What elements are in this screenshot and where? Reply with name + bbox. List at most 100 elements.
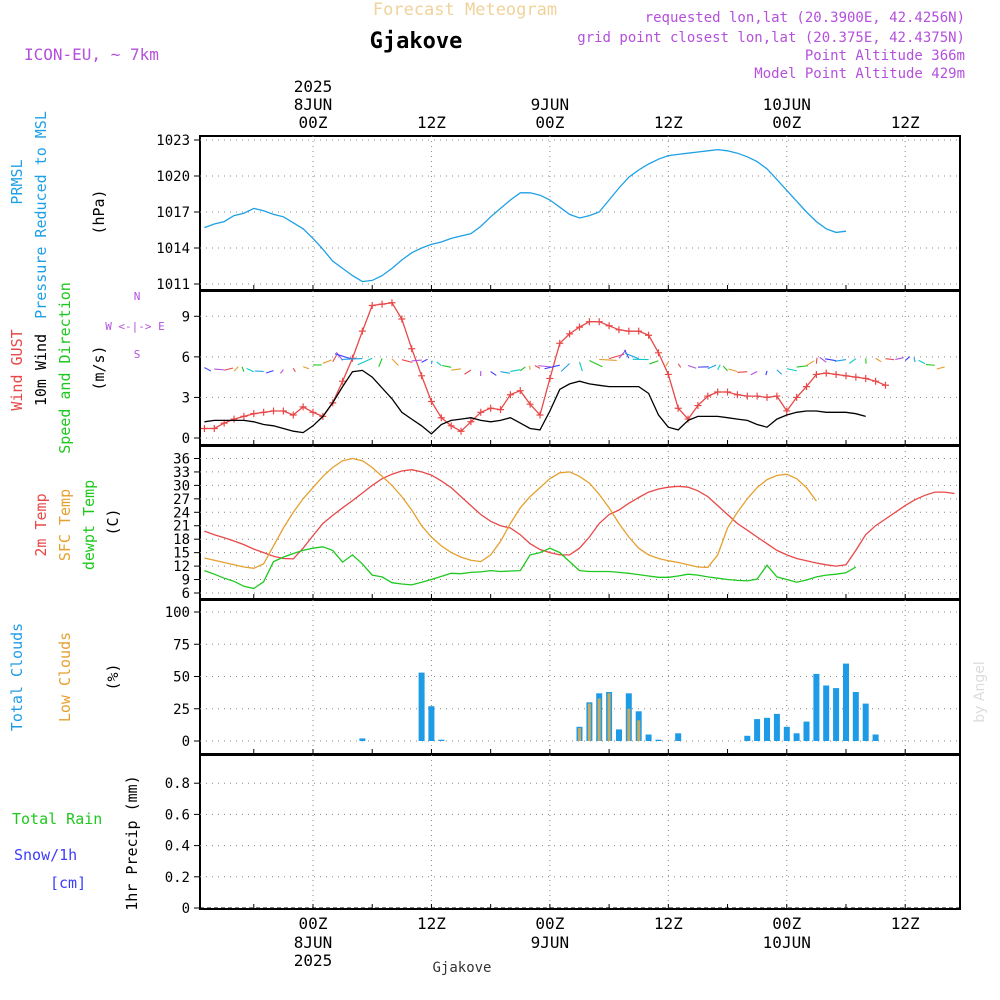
wind-arrow	[464, 369, 472, 375]
bar-total-clouds	[843, 663, 849, 741]
watermark: by Angel	[972, 661, 988, 722]
bar-total-clouds	[754, 719, 761, 741]
temp-2m-label: 2m Temp	[32, 493, 50, 556]
precip-unit-label: 1hr Precip (mm)	[123, 775, 141, 910]
gust-marker	[339, 377, 347, 385]
gust-marker	[279, 407, 287, 415]
y-tick-label: 0	[182, 431, 190, 447]
wind-arrow	[618, 349, 627, 359]
y-tick-label: 12	[173, 559, 190, 575]
panel-clouds: 0 25 50 75 100	[165, 599, 961, 755]
gust-marker	[733, 391, 741, 399]
wind-arrow	[895, 357, 904, 360]
top-time-axis: 2025 00Z 00Z 12Z 12Z 00Z 00Z 12Z 12Z 00Z 00Z 12Z 12…	[294, 77, 920, 952]
gust-marker	[398, 315, 406, 323]
gust-marker	[418, 372, 426, 380]
wind-arrow	[776, 369, 783, 375]
gust-marker	[516, 387, 524, 395]
panel-wind: 0 3 6 9	[182, 290, 961, 447]
gust-marker	[299, 403, 307, 411]
gust-marker	[763, 393, 771, 401]
gust-marker	[457, 427, 465, 435]
gust-marker	[743, 392, 751, 400]
wind-arrow	[519, 366, 526, 372]
gust-marker	[358, 327, 366, 335]
gust-marker	[645, 331, 653, 339]
compass-west-east: W <-|-> E	[105, 320, 165, 333]
wind-arrow	[722, 365, 728, 372]
wind-arrow	[819, 356, 827, 363]
bottom-date-label: 9JUN	[531, 933, 570, 952]
clouds-unit-label: (%)	[104, 663, 122, 690]
y-tick-label: 0.4	[165, 839, 190, 855]
wind-arrow	[411, 359, 422, 362]
wind-arrow	[436, 361, 442, 367]
wind-arrow	[904, 356, 911, 361]
wind-arrow	[490, 371, 497, 376]
gust-marker	[694, 402, 702, 410]
wind-arrow	[246, 368, 255, 373]
requested-coords: requested lon,lat (20.3900E, 42.4256N)	[645, 10, 965, 26]
gust-marker	[724, 388, 732, 396]
bar-total-clouds	[655, 739, 662, 741]
y-tick-label: 1014	[156, 241, 190, 257]
y-tick-label: 1017	[156, 205, 190, 221]
gust-marker	[309, 408, 317, 416]
top-hour-label: 12Z	[417, 113, 446, 132]
gust-marker	[852, 373, 860, 381]
gust-marker	[793, 393, 801, 401]
panels: 1011101410171020102303696912151821242730…	[156, 133, 961, 917]
panel-frame	[199, 445, 961, 600]
wind-arrow	[214, 368, 225, 371]
top-date-label: 10JUN	[763, 95, 811, 114]
y-tick-label: 9	[182, 309, 190, 325]
temp-dewpt-label: dewpt Temp	[80, 480, 98, 570]
bottom-hour-label: 12Z	[654, 914, 683, 933]
bar-low-clouds	[627, 708, 631, 742]
y-tick-label: 24	[173, 505, 190, 521]
panel-frame	[199, 135, 961, 291]
bar-total-clouds	[359, 738, 366, 741]
gust-marker	[260, 408, 268, 416]
wind-arrows	[204, 349, 945, 376]
temp-sfc-label: SFC Temp	[56, 489, 74, 561]
gust-marker	[447, 422, 455, 430]
gust-marker	[803, 383, 810, 391]
gust-marker	[822, 369, 830, 377]
wind-arrow	[649, 360, 659, 365]
bar-total-clouds	[744, 735, 751, 741]
gust-marker	[881, 381, 889, 389]
y-tick-label: 15	[173, 546, 190, 562]
y-tick-label: 1020	[156, 169, 190, 185]
wind-arrow	[728, 368, 738, 373]
wind-arrow	[529, 365, 531, 370]
gust-marker	[437, 414, 445, 422]
wind-arrow	[233, 366, 239, 372]
gust-marker	[506, 391, 514, 399]
wind-arrow	[430, 360, 433, 365]
footer-location: Gjakove	[432, 960, 491, 976]
y-tick-label: 50	[173, 670, 190, 686]
precip-axis-title: Total Rain Snow/1h [cm] 1hr Precip (mm)	[12, 775, 141, 910]
wind-arrow	[534, 364, 541, 369]
gust-marker	[408, 345, 416, 353]
temp-axis-title: 2m Temp SFC Temp dewpt Temp (C)	[32, 480, 122, 570]
y-tick-label: 0	[182, 734, 190, 750]
gust-marker	[862, 374, 870, 382]
y-tick-label: 0.8	[165, 776, 190, 792]
wind-arrow	[357, 357, 373, 366]
wind-arrow	[391, 358, 399, 366]
y-tick-label: 27	[173, 492, 190, 508]
bottom-hour-label: 00Z	[772, 914, 801, 933]
model-name: ICON-EU, ~ 7km	[24, 45, 159, 64]
gust-marker	[704, 392, 712, 400]
wind-gust-label: Wind GUST	[8, 329, 26, 410]
bar-total-clouds	[803, 721, 810, 741]
wind-arrow	[265, 370, 274, 374]
wind-arrow	[224, 367, 234, 371]
wind-unit-label: (m/s)	[90, 345, 108, 390]
bar-total-clouds	[823, 685, 830, 741]
bar-low-clouds	[578, 728, 581, 741]
wind-axis-title: Wind GUST 10m Wind Speed and Direction (…	[8, 282, 165, 454]
